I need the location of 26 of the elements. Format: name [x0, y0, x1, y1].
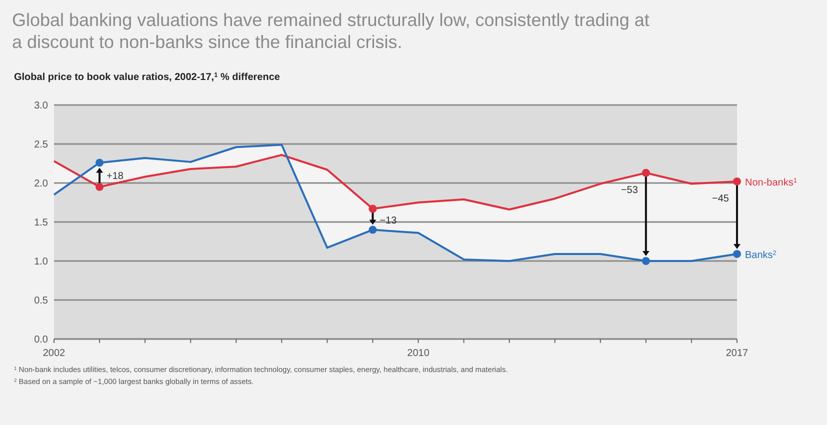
- x-tick-label: 2017: [726, 348, 749, 359]
- point: [642, 168, 650, 177]
- y-tick-label: 2.0: [34, 178, 48, 190]
- y-tick-label: 0.5: [34, 296, 48, 306]
- point: [368, 204, 377, 213]
- point: [733, 250, 741, 258]
- y-tick-label: 3.0: [34, 100, 48, 112]
- y-tick-label: 1.5: [34, 218, 48, 228]
- x-tick-label: 2010: [407, 348, 430, 359]
- series-label: Banks$^{2}$: [745, 249, 777, 261]
- chart-subtitle: Global price to book value ratios, 2002-17,$^{1}$ % difference: [14, 72, 280, 83]
- annotation: −13: [380, 215, 398, 226]
- point: [96, 182, 104, 191]
- y-tick-label: 1.0: [34, 256, 48, 268]
- x-tick-label: 2002: [42, 348, 66, 359]
- y-tick-label: 2.5: [34, 140, 48, 150]
- point: [96, 158, 104, 167]
- y-tick-label: 0.0: [34, 334, 48, 346]
- series-label: Non-banks$^{1}$: [745, 176, 798, 188]
- annotation: −53: [620, 184, 638, 196]
- chart-title: Global banking valuations have remained structurally low, consistently trading at a discount to non-banks since the financial crisis.: [12, 10, 650, 52]
- point: [642, 257, 650, 265]
- point: [368, 226, 377, 234]
- annotation: −45: [712, 193, 730, 204]
- point: [733, 177, 741, 186]
- annotation: +18: [106, 170, 124, 182]
